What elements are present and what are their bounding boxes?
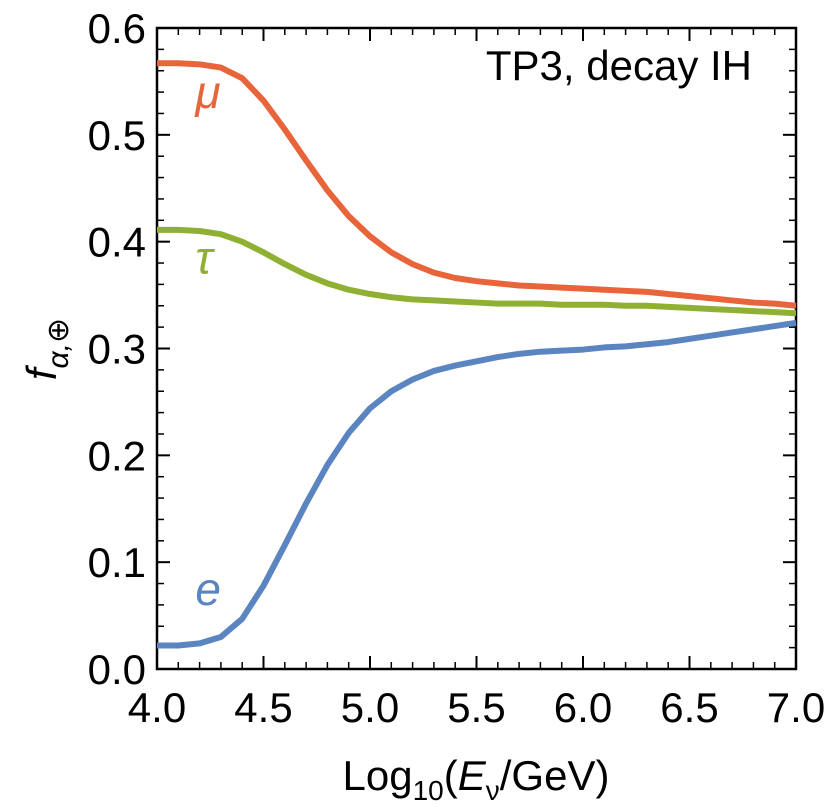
x-axis-title-base: Log [343, 752, 413, 799]
x-tick-label: 7.0 [767, 684, 825, 731]
y-axis-title-subscript: α,⊕ [42, 318, 75, 369]
y-tick-label: 0.3 [88, 326, 146, 373]
y-tick-label: 0.6 [88, 5, 146, 52]
plot-frame [155, 26, 798, 671]
series-line-μ [157, 60, 797, 309]
x-tick-label: 6.0 [554, 684, 612, 731]
series-label: μ [194, 66, 220, 118]
series-label: e [195, 563, 221, 615]
y-tick-label: 0.0 [88, 646, 146, 693]
series-labels: μ τ e [194, 66, 221, 615]
tick-labels: 4.0 4.5 5.0 5.5 6.0 6.5 7.0 0.0 0.1 0.2 0.3 0.4 0.5 0… [88, 5, 826, 731]
x-axis-title-open-paren: ( [444, 752, 458, 799]
series-line-τ [157, 226, 797, 317]
y-tick-label: 0.4 [88, 219, 146, 266]
x-tick-label: 5.0 [341, 684, 399, 731]
x-tick-label: 4.0 [128, 684, 186, 731]
x-axis-title: Log10(Eν/GeV) [343, 752, 610, 806]
x-axis-title-subscript: 10 [413, 775, 444, 806]
x-tick-label: 5.5 [447, 684, 505, 731]
series-line-e [157, 319, 797, 649]
chart-annotation: TP3, decay IH [486, 42, 752, 89]
series-lines [157, 60, 797, 649]
axis-ticks [156, 27, 797, 670]
x-axis-title-variable: E [458, 752, 487, 799]
x-tick-label: 6.5 [660, 684, 718, 731]
x-axis-title-variable-subscript: ν [486, 775, 500, 806]
series-label: τ [195, 232, 215, 284]
plot-frame-rect [155, 26, 798, 671]
y-tick-label: 0.1 [88, 539, 146, 586]
x-axis-title-unit: /GeV) [500, 752, 610, 799]
y-tick-label: 0.5 [88, 112, 146, 159]
y-axis-title: fα,⊕ [18, 318, 75, 380]
y-tick-label: 0.2 [88, 432, 146, 479]
x-tick-label: 4.5 [234, 684, 292, 731]
